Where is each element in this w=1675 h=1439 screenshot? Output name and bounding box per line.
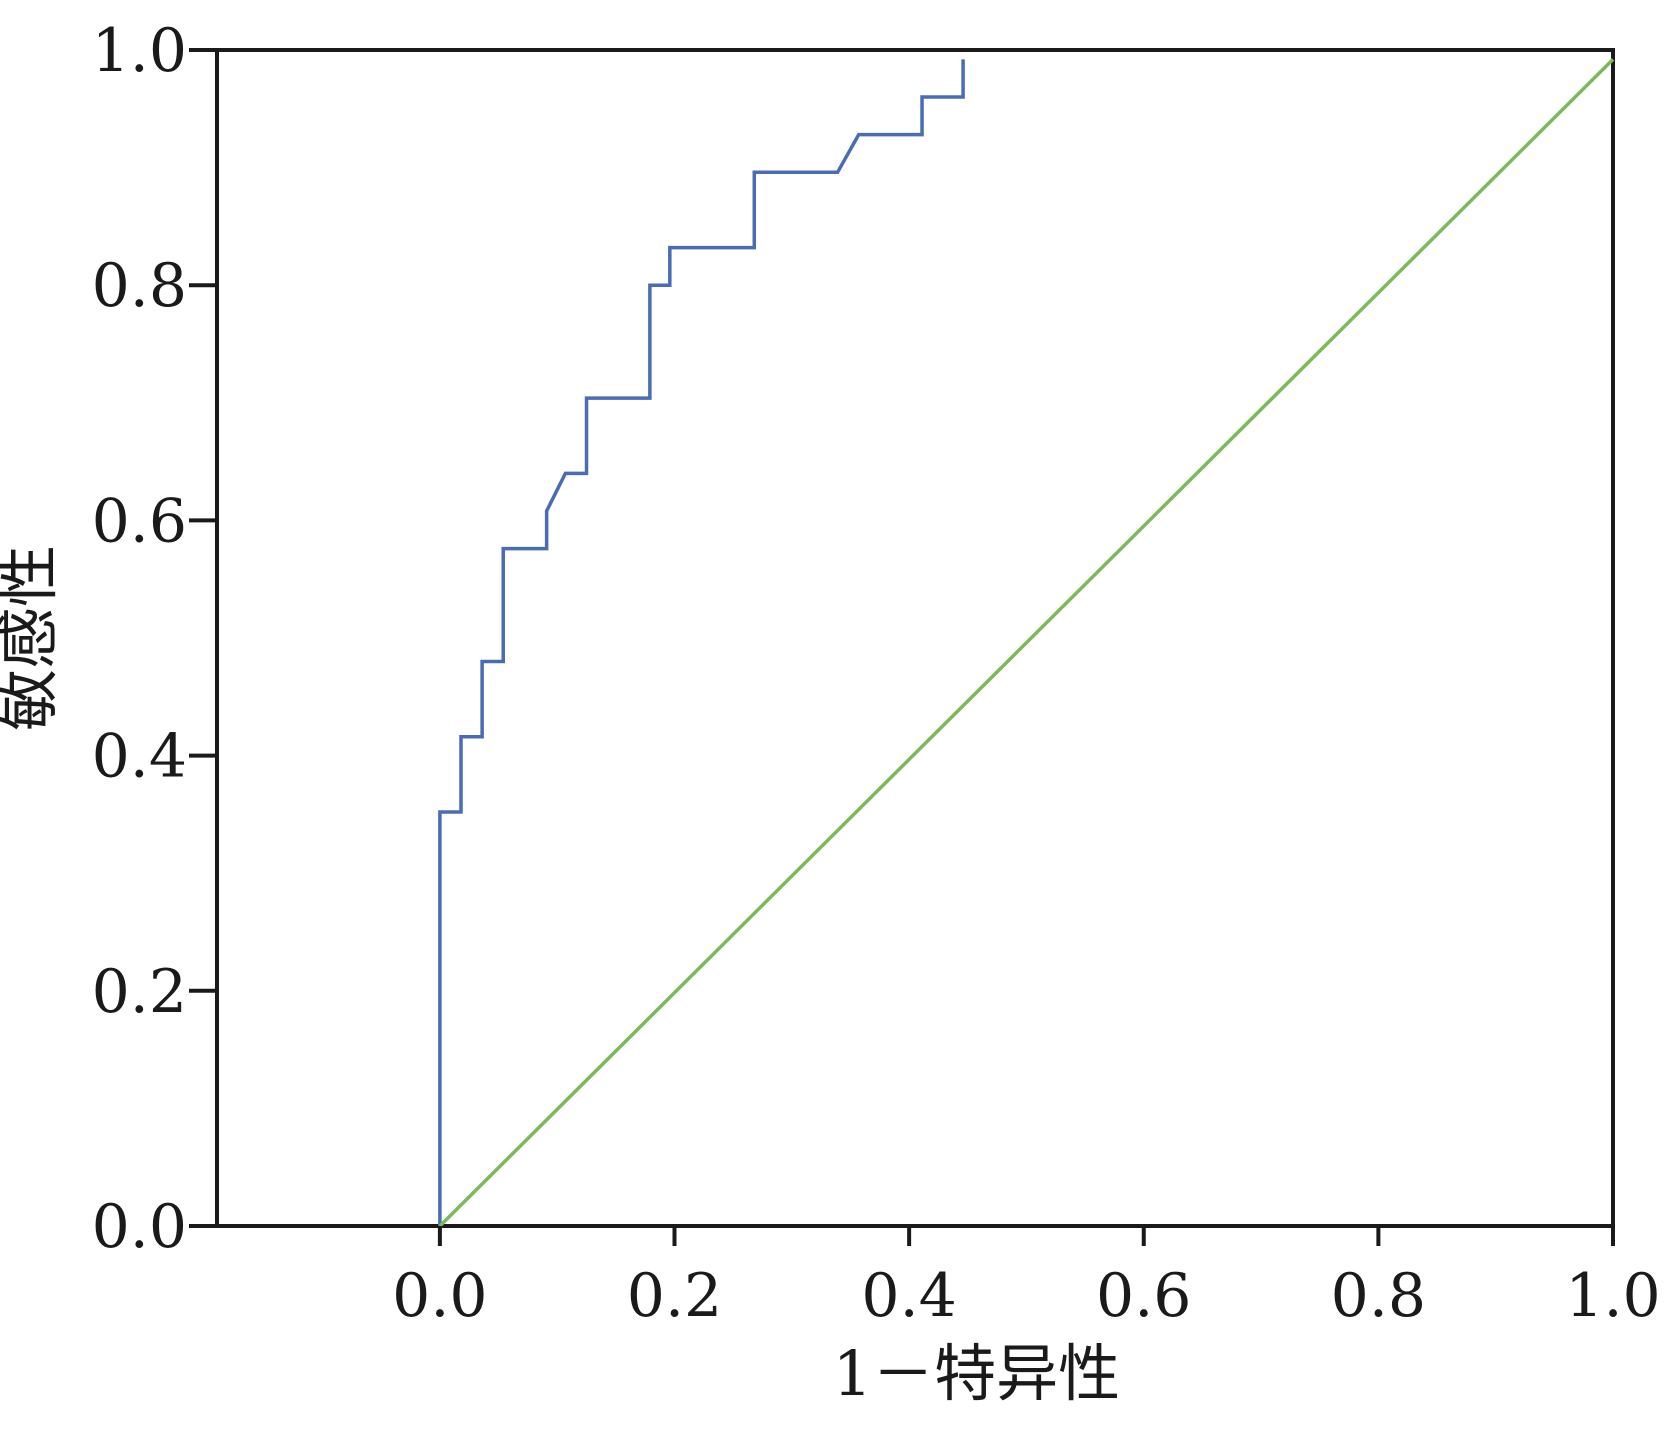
y-axis-ticks: 0.0 0.2 0.4 0.6 0.8 1.0 bbox=[92, 16, 217, 1262]
roc-curve-line bbox=[438, 59, 965, 1226]
y-tick-label: 0.4 bbox=[92, 722, 187, 792]
reference-diagonal-line bbox=[438, 58, 1615, 1228]
series-layer bbox=[438, 58, 1615, 1228]
x-axis-title: 1－特异性 bbox=[833, 1337, 1120, 1410]
x-axis-ticks: 0.0 0.2 0.4 0.6 0.8 1.0 bbox=[392, 1226, 1661, 1331]
x-tick-label: 1.0 bbox=[1565, 1261, 1660, 1331]
x-tick-label: 0.0 bbox=[392, 1261, 487, 1331]
y-tick-label: 0.0 bbox=[92, 1192, 187, 1262]
y-tick-label: 0.8 bbox=[92, 251, 187, 321]
y-axis-title: 敏感性 bbox=[0, 545, 65, 731]
x-tick-label: 0.8 bbox=[1331, 1261, 1426, 1331]
y-tick-label: 0.6 bbox=[92, 486, 187, 556]
y-tick-label: 0.2 bbox=[92, 957, 187, 1027]
plot-area-frame bbox=[215, 48, 1615, 1228]
y-tick-label: 1.0 bbox=[92, 16, 187, 86]
x-tick-label: 0.6 bbox=[1096, 1261, 1191, 1331]
x-tick-label: 0.4 bbox=[861, 1261, 956, 1331]
x-tick-label: 0.2 bbox=[627, 1261, 722, 1331]
